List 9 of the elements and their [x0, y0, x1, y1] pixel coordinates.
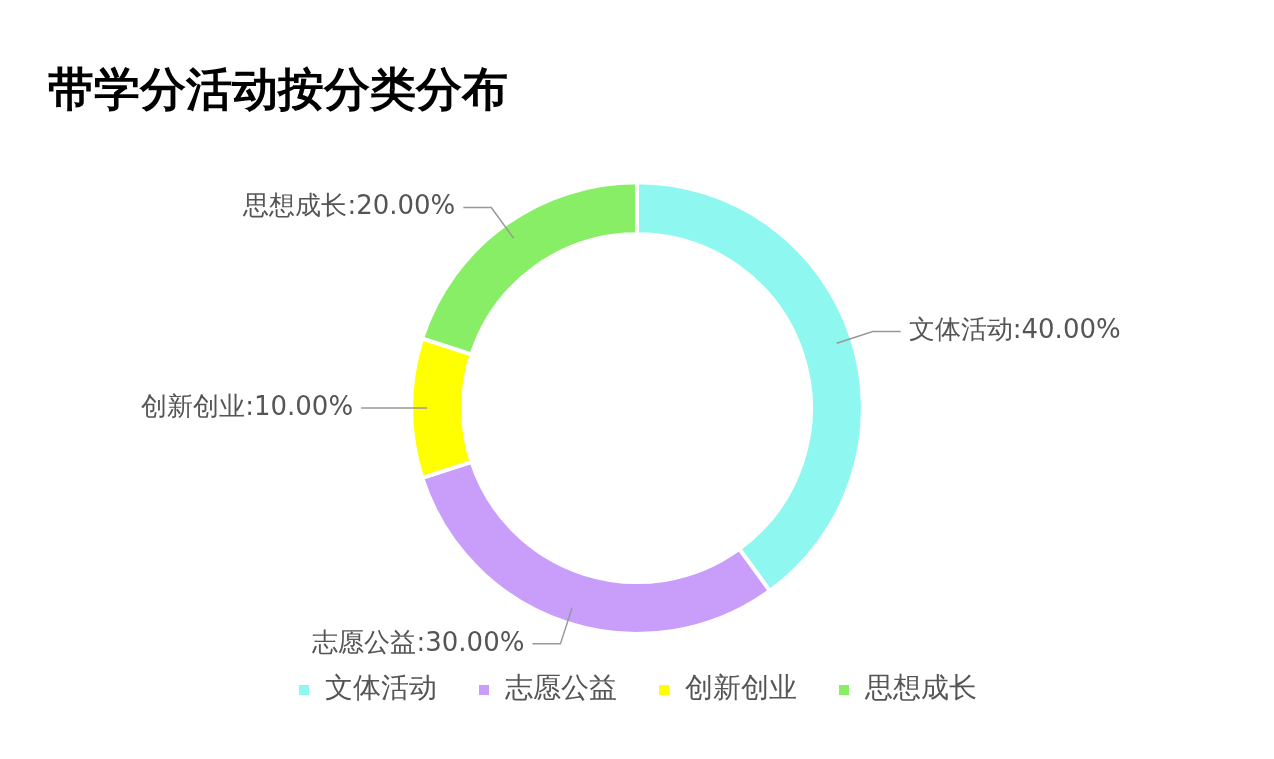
legend-label: 创新创业	[685, 671, 797, 705]
category-label: 文体活动:40.00%	[908, 314, 1121, 345]
category-label: 思想成长:20.00%	[243, 190, 456, 221]
category-label: 创新创业:10.00%	[141, 390, 354, 421]
category-label: 志愿公益:30.00%	[312, 626, 525, 657]
legend-label: 志愿公益	[505, 671, 617, 705]
legend-label: 思想成长	[864, 671, 977, 705]
chart-title: 带学分活动按分类分布	[48, 61, 508, 116]
legend-label: 文体活动	[325, 671, 437, 705]
